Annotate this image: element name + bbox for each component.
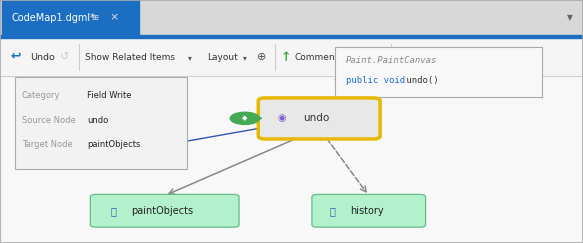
Bar <box>0 38 583 76</box>
Bar <box>2 76 581 242</box>
Text: Layout: Layout <box>207 53 238 62</box>
Text: ◉: ◉ <box>278 113 286 123</box>
Text: ▾: ▾ <box>434 53 438 62</box>
Text: paintObjects: paintObjects <box>87 140 141 149</box>
Text: ▾: ▾ <box>375 53 379 62</box>
Text: undo: undo <box>87 116 108 125</box>
Text: ▾: ▾ <box>243 53 247 62</box>
Text: Show Related Items: Show Related Items <box>85 53 174 62</box>
Text: ↺: ↺ <box>60 52 69 62</box>
Text: Category: Category <box>22 91 60 101</box>
Text: 🌐: 🌐 <box>111 206 117 216</box>
Text: 🌐: 🌐 <box>329 206 335 216</box>
Text: Share: Share <box>350 53 376 62</box>
Bar <box>2 0 139 35</box>
Bar <box>0 35 583 38</box>
Text: public void: public void <box>346 76 405 85</box>
Text: ↩: ↩ <box>10 51 21 64</box>
Text: CodeMap1.dgml*: CodeMap1.dgml* <box>12 13 96 23</box>
Text: ×: × <box>109 13 118 23</box>
Text: Comment: Comment <box>294 53 339 62</box>
Text: Undo: Undo <box>30 53 55 62</box>
Text: 100%: 100% <box>410 53 436 62</box>
Text: Target Node: Target Node <box>22 140 72 149</box>
Circle shape <box>230 112 259 124</box>
FancyBboxPatch shape <box>258 98 380 139</box>
Text: Paint.PaintCanvas: Paint.PaintCanvas <box>346 56 437 65</box>
Text: Source Node: Source Node <box>22 116 75 125</box>
Text: undo(): undo() <box>401 76 438 85</box>
Text: undo: undo <box>303 113 329 123</box>
Text: ▼: ▼ <box>567 13 573 22</box>
Text: ↑: ↑ <box>281 51 292 64</box>
Bar <box>0 0 583 35</box>
FancyBboxPatch shape <box>15 77 187 169</box>
Text: ▾: ▾ <box>188 53 192 62</box>
FancyBboxPatch shape <box>90 194 239 227</box>
Text: ⊞: ⊞ <box>92 13 99 22</box>
Text: paintObjects: paintObjects <box>131 206 194 216</box>
Text: ⊞: ⊞ <box>396 52 406 62</box>
FancyBboxPatch shape <box>335 47 542 97</box>
Text: history: history <box>350 206 384 216</box>
FancyBboxPatch shape <box>312 194 426 227</box>
Text: ⊕: ⊕ <box>257 52 266 62</box>
Text: Field Write: Field Write <box>87 91 132 101</box>
Text: ◆: ◆ <box>242 115 248 121</box>
